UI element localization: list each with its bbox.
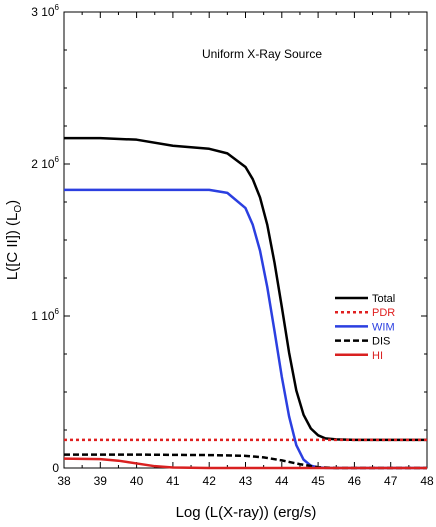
x-tick-label: 46	[348, 474, 362, 488]
x-tick-label: 45	[311, 474, 325, 488]
legend-label-hi: HI	[372, 350, 383, 362]
x-tick-label: 39	[94, 474, 108, 488]
x-tick-labels: 38 39 40 41 42 43 44 45 46 47 48	[57, 474, 434, 488]
svg-text:L([C II]) (LO): L([C II]) (LO)	[4, 200, 24, 280]
y-tick-label: 3 106	[31, 3, 59, 19]
y-axis-title-close: )	[4, 200, 21, 205]
x-tick-label: 43	[239, 474, 253, 488]
x-tick-label: 44	[275, 474, 289, 488]
x-tick-label: 42	[203, 474, 217, 488]
y-axis-title: L([C II]) (LO)	[4, 200, 24, 280]
x-tick-label: 41	[166, 474, 180, 488]
legend-label-dis: DIS	[372, 336, 390, 348]
legend-label-wim: WIM	[372, 321, 395, 333]
series-line-total	[64, 136, 427, 442]
plot-area-frame	[63, 11, 428, 469]
legend: Total PDR WIM DIS HI	[335, 293, 395, 362]
y-tick-label: 1 106	[31, 307, 59, 323]
y-tick-labels: 0 1 106 2 106 3 106	[31, 3, 59, 475]
chart-annotation: Uniform X-Ray Source	[202, 47, 322, 61]
axis-ticks	[63, 11, 428, 469]
series-layer	[63, 136, 427, 470]
x-tick-label: 47	[384, 474, 398, 488]
y-axis-title-main: L([C II]) (L	[4, 213, 21, 281]
legend-label-total: Total	[372, 293, 395, 305]
x-tick-label: 40	[130, 474, 144, 488]
y-tick-label: 2 106	[31, 155, 59, 171]
x-axis-title: Log (L(X-ray)) (erg/s)	[176, 504, 317, 521]
y-axis-title-sub: O	[13, 205, 24, 213]
y-tick-label: 0	[52, 461, 59, 475]
legend-label-pdr: PDR	[372, 307, 395, 319]
x-tick-label: 38	[57, 474, 71, 488]
series-line-hi	[63, 457, 427, 470]
x-tick-label: 48	[420, 474, 434, 488]
